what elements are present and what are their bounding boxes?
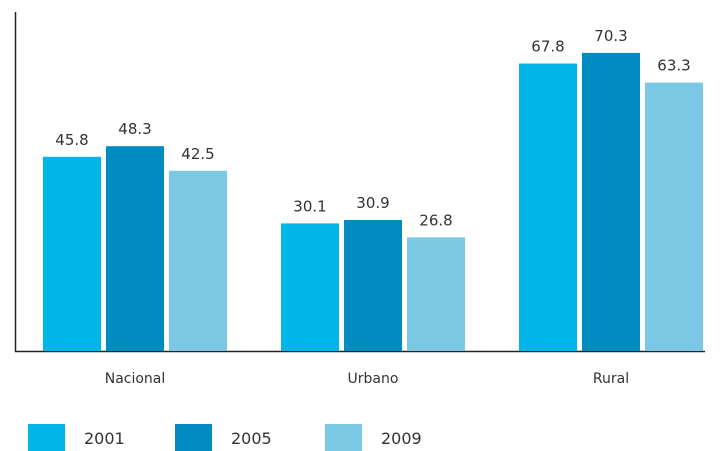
value-label-rural-2001: 67.8 bbox=[531, 38, 564, 56]
legend-swatch-2001 bbox=[28, 424, 65, 451]
value-label-nacional-2001: 45.8 bbox=[55, 131, 88, 149]
legend-swatch-2009 bbox=[325, 424, 362, 451]
bar-nacional-2005 bbox=[106, 146, 164, 351]
category-label-urbano: Urbano bbox=[348, 371, 399, 387]
value-label-urbano-2009: 26.8 bbox=[419, 211, 452, 229]
bar-rural-2009 bbox=[645, 82, 703, 351]
legend-label-2005: 2005 bbox=[231, 429, 272, 448]
bar-urbano-2005 bbox=[344, 219, 402, 351]
value-labels-group: 45.8 48.3 42.5 30.1 30.9 26.8 67.8 70.3 63.3 bbox=[55, 27, 690, 229]
legend-swatch-2005 bbox=[175, 424, 212, 451]
value-label-urbano-2001: 30.1 bbox=[293, 197, 326, 215]
category-label-rural: Rural bbox=[593, 371, 629, 387]
bars-group bbox=[43, 52, 703, 351]
bar-rural-2001 bbox=[519, 63, 577, 351]
value-label-rural-2009: 63.3 bbox=[657, 57, 690, 75]
bar-urbano-2001 bbox=[281, 223, 339, 351]
value-label-urbano-2005: 30.9 bbox=[356, 194, 389, 212]
value-label-nacional-2009: 42.5 bbox=[181, 145, 214, 163]
category-labels-group: Nacional Urbano Rural bbox=[105, 371, 629, 387]
legend: 2001 2005 2009 bbox=[28, 424, 422, 451]
bar-urbano-2009 bbox=[407, 237, 465, 351]
bar-rural-2005 bbox=[582, 52, 640, 351]
bar-nacional-2001 bbox=[43, 156, 101, 351]
value-label-rural-2005: 70.3 bbox=[594, 27, 627, 45]
category-label-nacional: Nacional bbox=[105, 371, 166, 387]
legend-label-2001: 2001 bbox=[84, 429, 125, 448]
value-label-nacional-2005: 48.3 bbox=[118, 120, 151, 138]
legend-label-2009: 2009 bbox=[381, 429, 422, 448]
bar-nacional-2009 bbox=[169, 170, 227, 351]
